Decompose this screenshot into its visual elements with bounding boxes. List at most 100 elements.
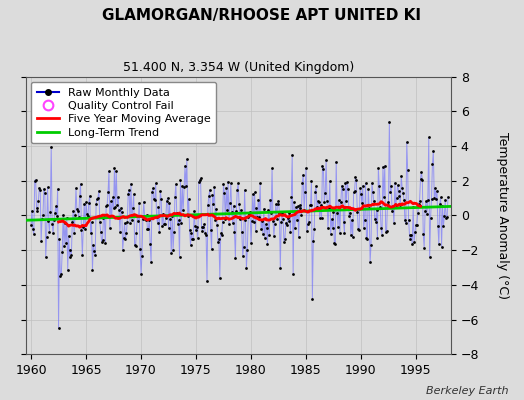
Point: [230, 202, 238, 209]
Point: [292, 204, 300, 210]
Point: [51, 210, 59, 216]
Point: [261, 221, 270, 228]
Point: [256, 180, 264, 186]
Point: [299, 172, 308, 178]
Point: [55, 236, 63, 242]
Point: [163, 195, 172, 201]
Point: [141, 217, 150, 223]
Point: [384, 201, 392, 208]
Point: [438, 202, 446, 209]
Point: [46, 209, 54, 215]
Point: [150, 196, 158, 202]
Point: [337, 182, 346, 189]
Point: [301, 189, 309, 195]
Point: [378, 232, 386, 238]
Point: [312, 183, 320, 189]
Point: [146, 241, 155, 247]
Point: [391, 202, 400, 208]
Point: [307, 178, 315, 184]
Point: [291, 225, 299, 231]
Point: [248, 191, 257, 198]
Point: [334, 224, 342, 230]
Point: [57, 271, 66, 277]
Point: [54, 325, 63, 332]
Point: [351, 188, 359, 194]
Point: [99, 215, 107, 222]
Point: [144, 226, 152, 232]
Point: [403, 167, 412, 174]
Point: [318, 163, 326, 169]
Point: [432, 196, 440, 202]
Point: [235, 201, 243, 207]
Point: [102, 203, 111, 209]
Point: [263, 225, 271, 231]
Point: [421, 208, 429, 214]
Point: [293, 203, 302, 209]
Point: [381, 229, 390, 236]
Point: [222, 185, 231, 191]
Point: [298, 180, 307, 186]
Point: [396, 202, 405, 208]
Point: [310, 226, 319, 232]
Point: [209, 200, 217, 207]
Point: [61, 220, 69, 226]
Point: [149, 185, 157, 192]
Point: [56, 273, 64, 279]
Point: [344, 186, 352, 192]
Point: [237, 207, 245, 213]
Point: [32, 205, 41, 211]
Point: [430, 195, 439, 202]
Point: [269, 218, 277, 224]
Point: [158, 222, 166, 229]
Point: [364, 186, 373, 192]
Point: [281, 219, 290, 226]
Point: [245, 211, 253, 217]
Point: [348, 234, 357, 241]
Point: [431, 185, 439, 191]
Point: [201, 230, 210, 236]
Point: [353, 208, 362, 215]
Point: [274, 201, 282, 207]
Point: [181, 163, 189, 169]
Point: [137, 271, 145, 277]
Point: [232, 208, 241, 214]
Point: [258, 218, 266, 224]
Point: [237, 229, 246, 235]
Point: [134, 218, 143, 224]
Point: [379, 164, 387, 170]
Point: [189, 236, 198, 242]
Point: [145, 216, 154, 223]
Point: [336, 230, 344, 236]
Point: [325, 178, 334, 184]
Point: [195, 177, 204, 183]
Point: [148, 189, 156, 195]
Point: [376, 204, 385, 210]
Point: [95, 188, 103, 194]
Point: [117, 205, 125, 211]
Point: [441, 197, 450, 203]
Point: [440, 213, 449, 220]
Point: [170, 229, 178, 235]
Point: [285, 210, 293, 216]
Point: [52, 213, 61, 219]
Point: [405, 216, 413, 223]
Point: [355, 226, 363, 233]
Point: [140, 216, 149, 222]
Point: [81, 226, 89, 232]
Legend: Raw Monthly Data, Quality Control Fail, Five Year Moving Average, Long-Term Tren: Raw Monthly Data, Quality Control Fail, …: [31, 82, 216, 143]
Point: [266, 197, 275, 204]
Point: [300, 207, 308, 214]
Point: [260, 235, 269, 241]
Point: [332, 158, 341, 165]
Point: [247, 239, 255, 246]
Point: [339, 186, 347, 192]
Point: [80, 201, 89, 207]
Point: [167, 250, 176, 256]
Point: [199, 224, 208, 230]
Point: [244, 214, 253, 220]
Point: [315, 215, 324, 221]
Point: [428, 161, 436, 168]
Point: [343, 178, 352, 185]
Point: [277, 219, 286, 226]
Point: [328, 216, 336, 222]
